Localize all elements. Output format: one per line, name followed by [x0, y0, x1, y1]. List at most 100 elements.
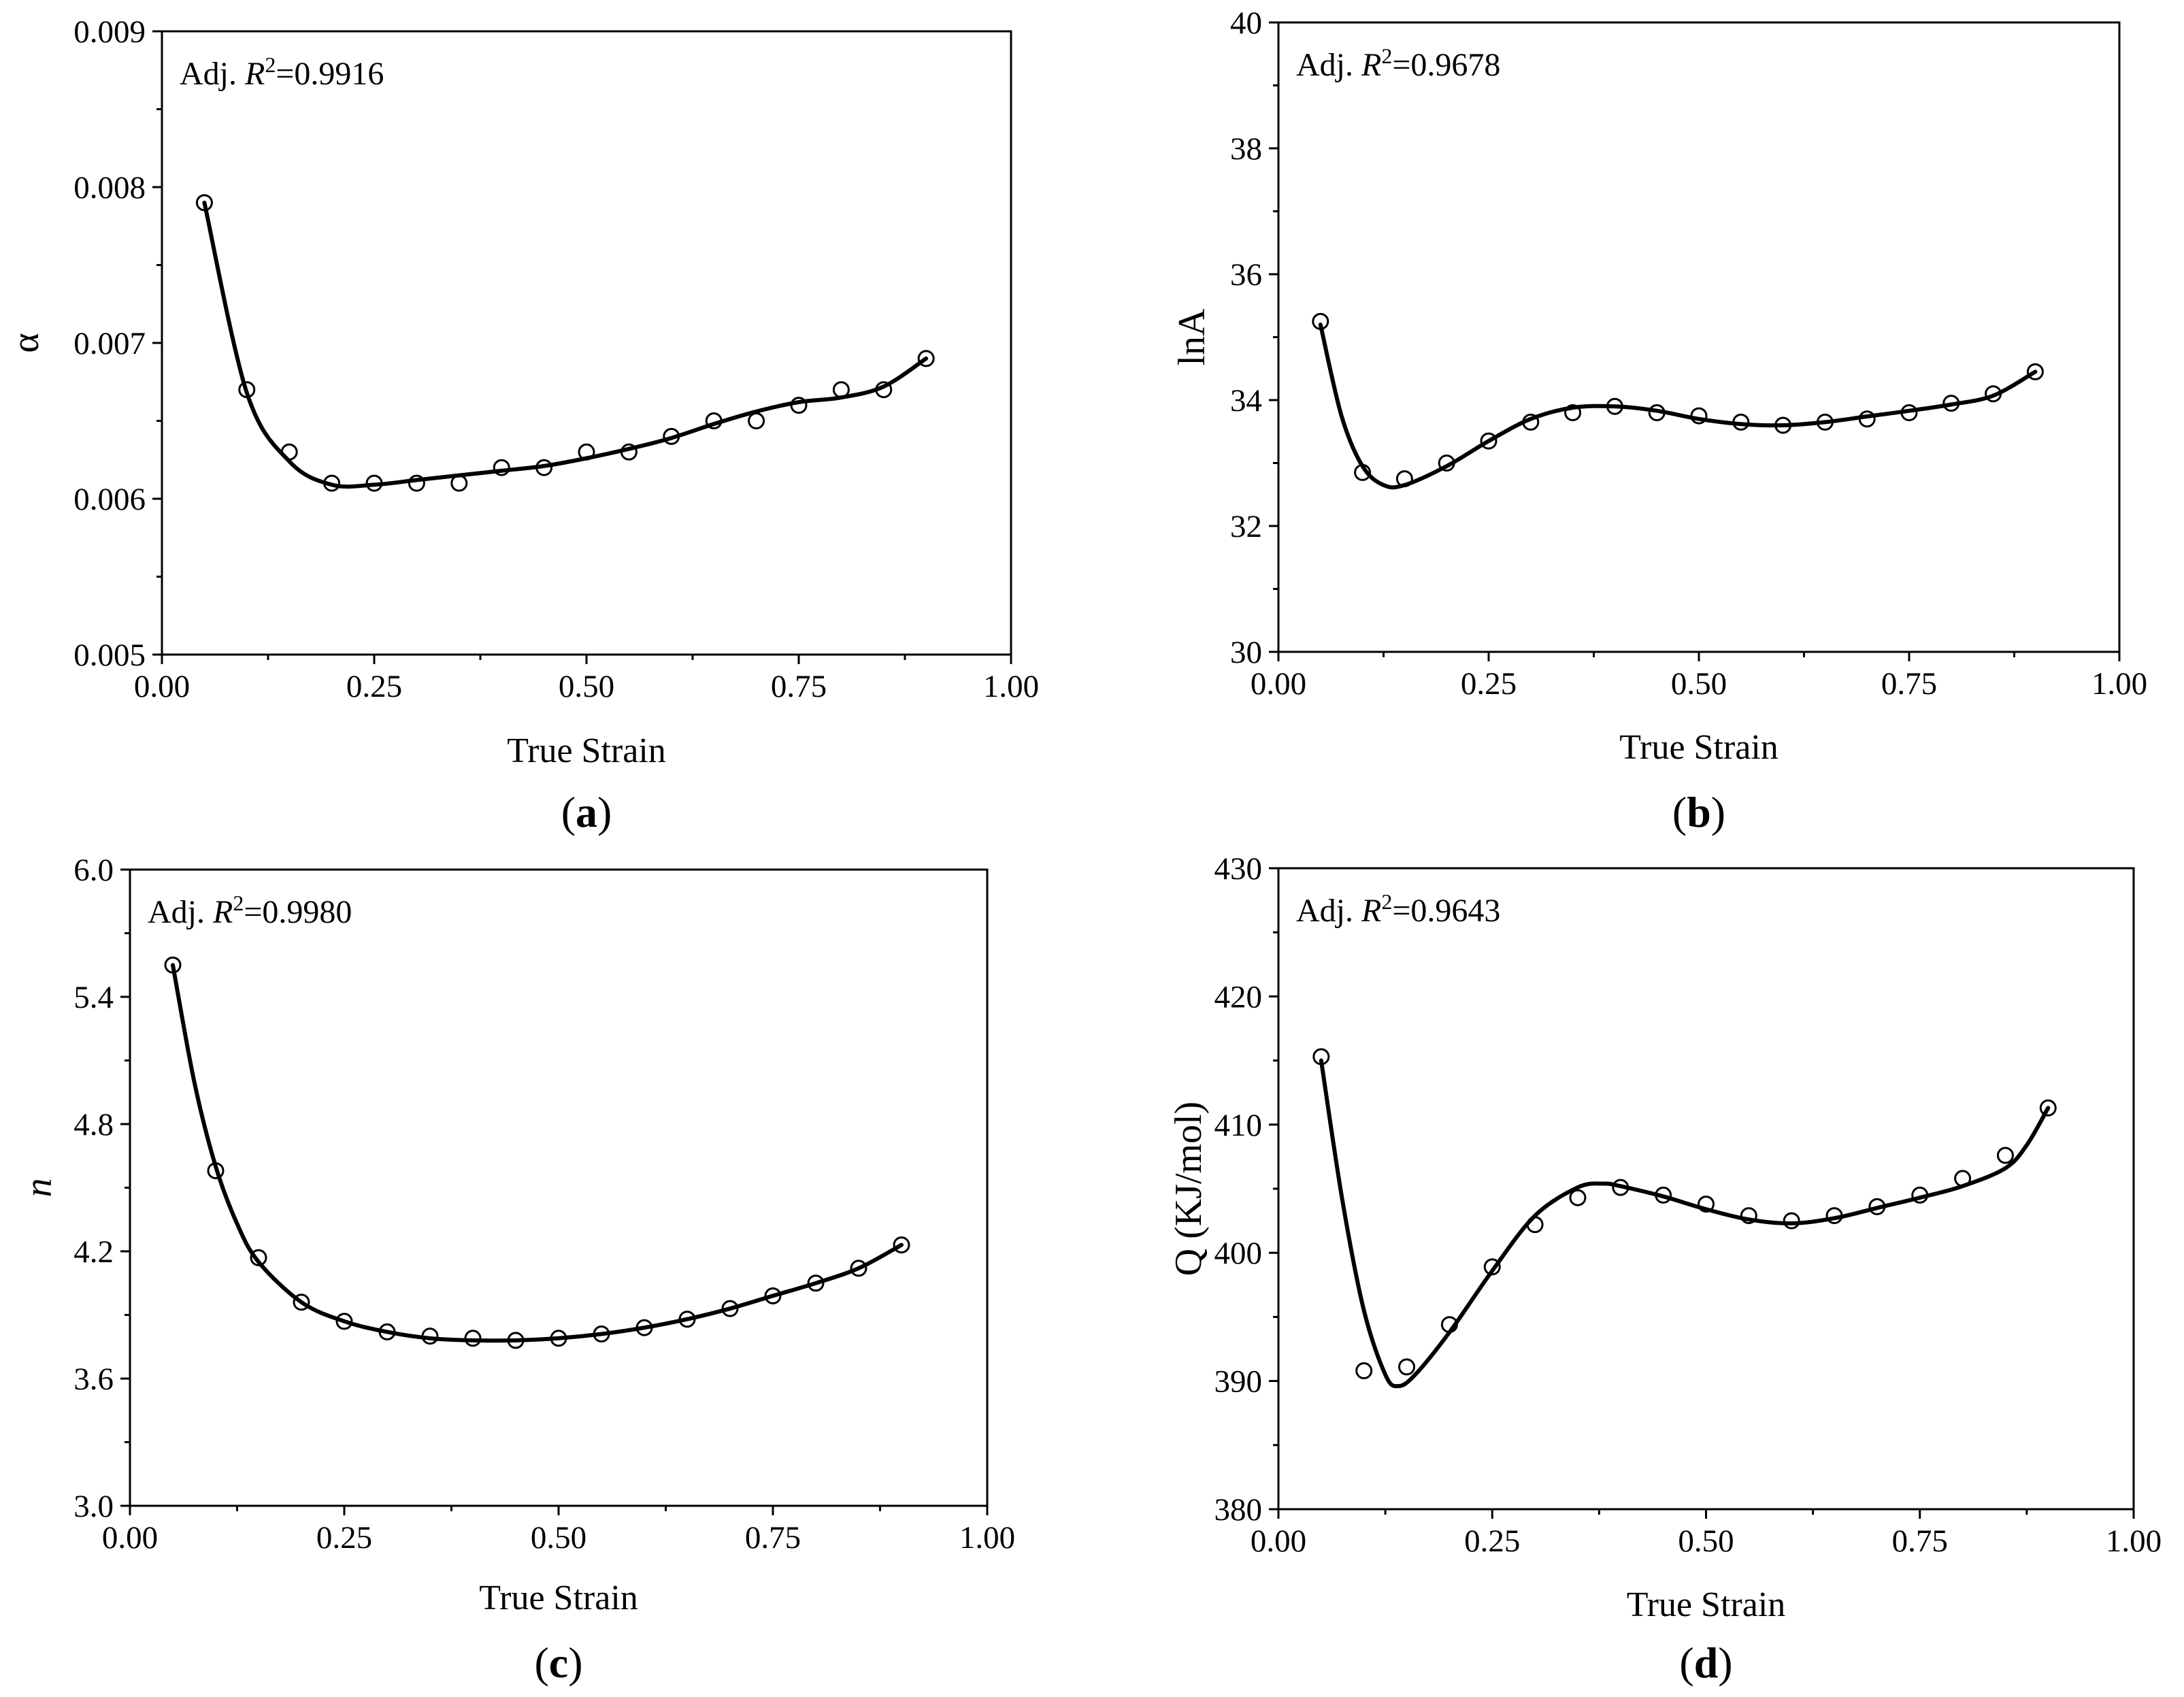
- data-point: [450, 474, 468, 492]
- panel-label-letter: d: [1694, 1638, 1719, 1687]
- data-point: [1942, 395, 1960, 412]
- y-tick-label: 390: [1214, 1364, 1263, 1400]
- data-point: [1740, 1207, 1757, 1225]
- data-point: [1985, 385, 2002, 403]
- chart-panel-a: 0.00 0.25 0.50 0.75 1.00 0.005 0.006 0.007 0.008…: [5, 14, 1039, 836]
- plot-frame: [129, 868, 989, 1507]
- panel-label-letter: b: [1687, 788, 1711, 836]
- data-point: [1522, 413, 1540, 431]
- data-point: [1526, 1216, 1544, 1234]
- panel-label-close-paren: ): [1711, 788, 1725, 836]
- annotation-value: =0.9916: [276, 56, 384, 92]
- annotation-superscript: 2: [1381, 44, 1392, 68]
- data-point: [620, 443, 638, 461]
- data-point: [678, 1311, 696, 1328]
- panel-label-open-paren: (: [534, 1638, 548, 1687]
- annotation-prefix: Adj.: [180, 56, 245, 92]
- data-point: [764, 1287, 782, 1304]
- data-point: [1900, 404, 1918, 421]
- data-point: [550, 1330, 567, 1347]
- annotation-superscript: 2: [233, 891, 244, 915]
- y-tick-label: 32: [1230, 509, 1262, 544]
- x-tick-label: 0.75: [1881, 666, 1937, 702]
- y-tick-label: 38: [1230, 131, 1262, 167]
- data-point: [464, 1330, 482, 1347]
- data-point: [335, 1313, 353, 1330]
- annotation-prefix: Adj.: [1296, 893, 1361, 929]
- data-point: [832, 381, 850, 399]
- y-tick-label: 40: [1230, 5, 1262, 41]
- data-point: [1438, 455, 1455, 472]
- x-tick-label: 0.75: [771, 669, 827, 704]
- data-point: [1911, 1186, 1929, 1204]
- y-tick-label: 5.4: [73, 980, 114, 1015]
- data-point: [578, 443, 595, 461]
- x-tick-label: 0.50: [1678, 1523, 1734, 1559]
- annotation-value: =0.9643: [1392, 893, 1500, 929]
- annotation-r: R: [212, 894, 233, 930]
- x-tick-label: 0.25: [1461, 666, 1517, 702]
- data-point: [1954, 1170, 1972, 1187]
- fit-curve: [1319, 1058, 2051, 1389]
- data-point: [721, 1300, 739, 1317]
- data-point: [1395, 470, 1413, 488]
- y-axis-title: n: [18, 1179, 60, 1198]
- x-tick-label: 0.00: [1251, 1523, 1306, 1559]
- r-squared-annotation: Adj. R2=0.9643: [1296, 889, 1500, 929]
- panel-label-close-paren: ): [597, 788, 612, 836]
- chart-panel-c: 0.00 0.25 0.50 0.75 1.00 3.0 3.6 4.2 4.8 5.4 6.0 Tr…: [18, 853, 1015, 1687]
- y-tick-label: 0.008: [73, 170, 146, 205]
- data-point: [807, 1274, 825, 1292]
- data-point: [421, 1328, 439, 1345]
- data-point: [207, 1162, 225, 1180]
- y-tick-label: 34: [1230, 383, 1262, 418]
- panel-label-letter: c: [549, 1638, 568, 1687]
- y-axis-title: Q (KJ/mol): [1168, 1102, 1210, 1276]
- panel-label-open-paren: (: [1672, 788, 1687, 836]
- x-tick-label: 0.25: [316, 1520, 372, 1555]
- data-point: [293, 1294, 310, 1311]
- y-tick-label: 36: [1230, 257, 1262, 293]
- data-point: [1606, 397, 1623, 415]
- data-point: [1354, 463, 1372, 481]
- data-point: [1312, 1048, 1330, 1066]
- x-tick-label: 1.00: [2091, 666, 2147, 702]
- data-point: [164, 956, 182, 974]
- data-point: [1996, 1147, 2014, 1164]
- data-point: [790, 397, 808, 414]
- data-point: [1774, 416, 1792, 434]
- annotation-prefix: Adj.: [1296, 47, 1361, 83]
- data-point: [1312, 312, 1329, 330]
- data-point: [1825, 1207, 1843, 1225]
- data-point: [323, 474, 341, 492]
- plot-frame: [1277, 21, 2121, 653]
- data-point: [1655, 1186, 1672, 1204]
- panel-label-close-paren: ): [1718, 1638, 1732, 1687]
- y-axis-title: lnA: [1171, 308, 1213, 366]
- data-point: [1440, 1316, 1458, 1334]
- data-point: [663, 427, 680, 445]
- data-point: [875, 381, 893, 399]
- data-point: [748, 412, 765, 429]
- data-point: [1355, 1362, 1373, 1380]
- data-point: [365, 474, 383, 492]
- panel-label: (c): [534, 1638, 582, 1687]
- panel-label: (d): [1679, 1638, 1732, 1687]
- data-point: [1783, 1212, 1800, 1230]
- x-axis-title: True Strain: [1619, 728, 1778, 767]
- annotation-value: =0.9980: [244, 894, 352, 930]
- panel-label-open-paren: (: [561, 788, 576, 836]
- y-tick-label: 0.007: [73, 326, 146, 361]
- y-tick-label: 3.0: [73, 1489, 114, 1524]
- data-point: [195, 194, 213, 212]
- fit-curve: [171, 963, 904, 1343]
- x-axis-title: True Strain: [507, 731, 666, 770]
- fit-curve: [1318, 323, 2038, 490]
- x-axis-title: True Strain: [479, 1579, 638, 1617]
- x-tick-label: 1.00: [2106, 1523, 2162, 1559]
- y-tick-label: 0.005: [73, 638, 146, 673]
- r-squared-annotation: Adj. R2=0.9980: [148, 891, 352, 930]
- x-tick-label: 0.00: [1251, 666, 1306, 702]
- data-point: [238, 381, 256, 399]
